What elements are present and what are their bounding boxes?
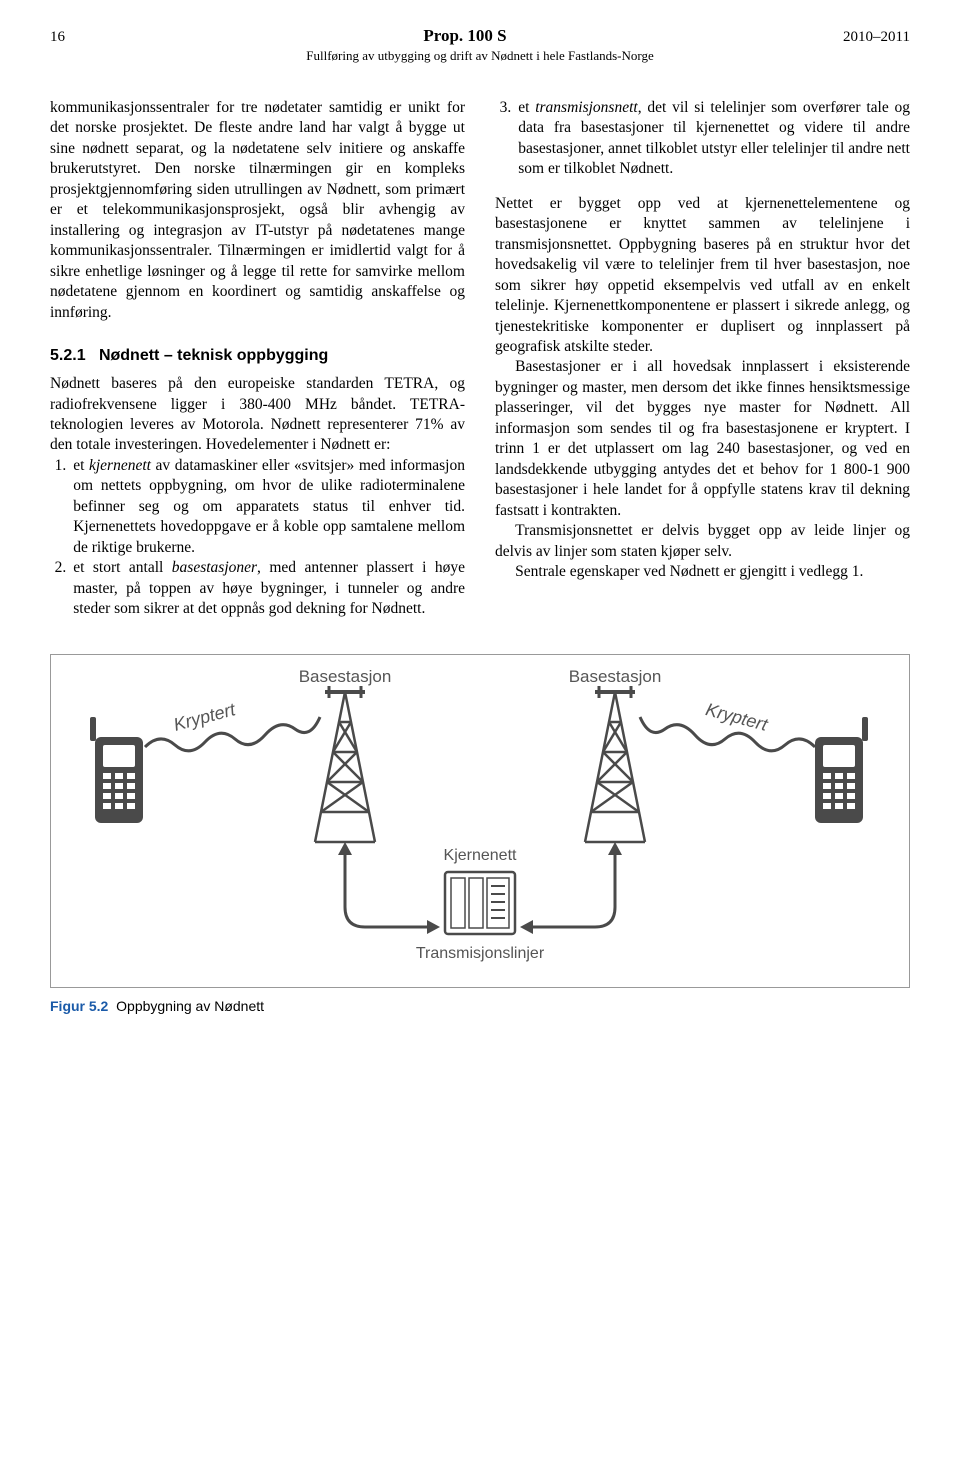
figure-box: Basestasjon Basestasjon Kryptert Krypter… [50, 654, 910, 988]
list-item: et stort antall basestasjoner, med anten… [70, 558, 465, 619]
basestasjon-label: Basestasjon [275, 667, 415, 687]
right-column: et transmisjonsnett, det vil si telelinj… [495, 98, 910, 620]
paragraph: kommunikasjonssentraler for tre nødetate… [50, 98, 465, 323]
numbered-list: et kjernenett av datamaskiner eller «svi… [50, 456, 465, 620]
doc-subtitle: Fullføring av utbygging og drift av Nødn… [50, 48, 910, 64]
figure-caption: Figur 5.2 Oppbygning av Nødnett [50, 998, 910, 1014]
figure-title: Oppbygning av Nødnett [116, 998, 264, 1014]
kjernenett-label: Kjernenett [420, 847, 540, 865]
link-encrypted [145, 717, 320, 751]
figure-number: Figur 5.2 [50, 998, 108, 1014]
arrowhead-icon [608, 842, 622, 855]
doc-year: 2010–2011 [820, 29, 910, 46]
paragraph: Nettet er bygget opp ved at kjernenettel… [495, 194, 910, 358]
tower-icon [315, 686, 375, 842]
phone-icon [815, 717, 868, 823]
section-heading: 5.2.1 Nødnett – teknisk oppbygging [50, 345, 465, 366]
list-item: et kjernenett av datamaskiner eller «svi… [70, 456, 465, 558]
basestasjon-label: Basestasjon [545, 667, 685, 687]
arrowhead-icon [338, 842, 352, 855]
network-diagram: Basestasjon Basestasjon Kryptert Krypter… [65, 667, 895, 977]
transmisjonslinjer-label: Transmisjonslinjer [380, 945, 580, 963]
paragraph: Basestasjoner er i all hovedsak innplass… [495, 357, 910, 521]
arrowhead-icon [520, 920, 533, 934]
page-header: 16 Prop. 100 S 2010–2011 [50, 26, 910, 46]
left-column: kommunikasjonssentraler for tre nødetate… [50, 98, 465, 620]
arrowhead-icon [427, 920, 440, 934]
paragraph: Transmisjonsnettet er delvis bygget opp … [495, 521, 910, 562]
body-columns: kommunikasjonssentraler for tre nødetate… [50, 98, 910, 620]
heading-text: Nødnett – teknisk oppbygging [99, 347, 328, 364]
paragraph: Sentrale egenskaper ved Nødnett er gjeng… [495, 562, 910, 582]
phone-icon [90, 717, 143, 823]
numbered-list: et transmisjonsnett, det vil si telelinj… [495, 98, 910, 180]
heading-number: 5.2.1 [50, 347, 86, 364]
paragraph: Nødnett baseres på den europeiske standa… [50, 374, 465, 456]
list-item: et transmisjonsnett, det vil si telelinj… [515, 98, 910, 180]
page-number: 16 [50, 29, 110, 46]
doc-title: Prop. 100 S [110, 26, 820, 46]
tower-icon [585, 686, 645, 842]
core-network-icon [445, 872, 515, 934]
